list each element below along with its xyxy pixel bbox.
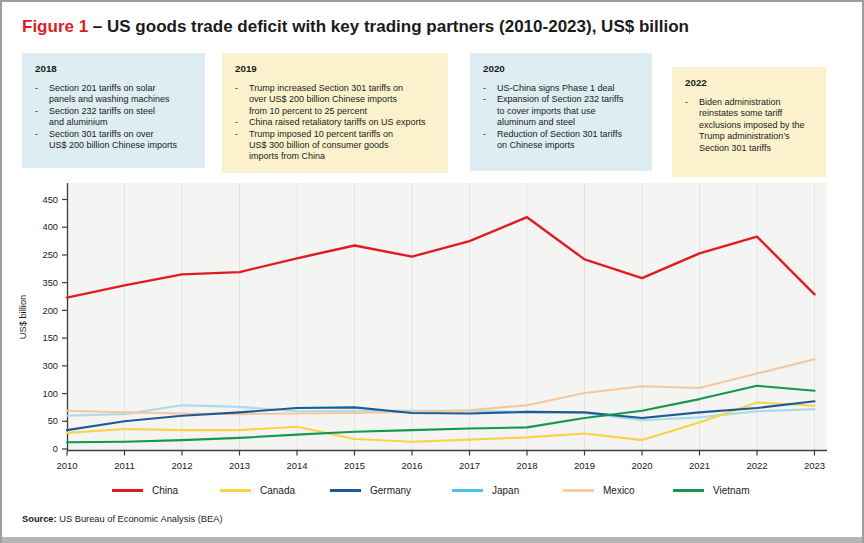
figure-title-text: – US goods trade deficit with key tradin… — [88, 17, 689, 36]
bullet-dash: - — [235, 117, 249, 128]
annotation-box-2022: 2022 -Biden administration reinstates so… — [672, 67, 826, 177]
svg-text:2018: 2018 — [516, 460, 537, 471]
annotation-box-2019: 2019 -Trump increased Section 301 tariff… — [222, 53, 448, 173]
svg-text:2013: 2013 — [229, 460, 250, 471]
bullet-dash: - — [35, 106, 49, 129]
svg-text:2012: 2012 — [171, 460, 192, 471]
bullet-text: Trump increased Section 301 tariffs on o… — [249, 83, 403, 117]
annotation-bullet: -Trump imposed 10 percent tariffs on US$… — [235, 129, 444, 163]
legend-item-canada: Canada — [220, 485, 295, 496]
svg-text:2020: 2020 — [631, 460, 652, 471]
source-label: Source: — [22, 514, 57, 524]
legend-swatch — [673, 489, 704, 492]
bullet-text: Trump imposed 10 percent tariffs on US$ … — [249, 129, 393, 163]
legend-label: Mexico — [603, 485, 635, 496]
annotation-bullets: -Section 201 tariffs on solar panels and… — [35, 83, 201, 151]
svg-text:2010: 2010 — [56, 460, 77, 471]
annotation-bullet: -Biden administration reinstates some ta… — [685, 97, 822, 154]
annotation-box-2018: 2018 -Section 201 tariffs on solar panel… — [22, 53, 205, 168]
svg-text:450: 450 — [42, 195, 58, 205]
svg-text:2021: 2021 — [689, 460, 710, 471]
bullet-text: Expansion of Section 232 tariffs to cove… — [497, 94, 623, 128]
annotation-bullets: -Trump increased Section 301 tariffs on … — [235, 83, 444, 163]
svg-text:2011: 2011 — [114, 460, 134, 471]
legend-label: Vietnam — [713, 485, 750, 496]
annotation-bullet: -Trump increased Section 301 tariffs on … — [235, 83, 444, 117]
figure-title: Figure 1 – US goods trade deficit with k… — [22, 17, 689, 37]
svg-text:250: 250 — [42, 250, 58, 260]
svg-text:US$ billion: US$ billion — [18, 295, 28, 339]
bullet-dash: - — [483, 129, 497, 152]
trade-deficit-line-chart: 450 400 250 350 200 150 300 100 50 0 2010 2011 2012 2… — [2, 183, 864, 481]
bottom-border-strip — [2, 537, 862, 543]
annotation-year: 2019 — [235, 63, 444, 74]
annotation-bullet: -US-China signs Phase 1 deal — [483, 83, 648, 94]
legend-swatch — [330, 489, 361, 492]
svg-text:200: 200 — [42, 306, 58, 316]
bullet-dash: - — [235, 129, 249, 163]
legend-item-vietnam: Vietnam — [673, 485, 750, 496]
svg-text:2016: 2016 — [401, 460, 422, 471]
annotation-bullet: -Expansion of Section 232 tariffs to cov… — [483, 94, 648, 128]
svg-text:50: 50 — [48, 416, 58, 426]
figure-page: Figure 1 – US goods trade deficit with k… — [0, 0, 864, 543]
legend-label: China — [152, 485, 178, 496]
source-note: Source: US Bureau of Economic Analysis (… — [22, 514, 223, 524]
svg-text:0: 0 — [53, 444, 58, 454]
svg-text:2015: 2015 — [344, 460, 365, 471]
annotation-year: 2022 — [685, 77, 822, 88]
bullet-dash: - — [685, 97, 699, 154]
source-text: US Bureau of Economic Analysis (BEA) — [57, 514, 223, 524]
legend-label: Germany — [370, 485, 411, 496]
legend-item-mexico: Mexico — [563, 485, 635, 496]
bullet-dash: - — [235, 83, 249, 117]
bullet-dash: - — [35, 83, 49, 106]
annotation-bullet: -Section 301 tariffs on over US$ 200 bil… — [35, 129, 201, 152]
legend-swatch — [220, 489, 251, 492]
legend-item-germany: Germany — [330, 485, 411, 496]
svg-text:400: 400 — [42, 222, 58, 232]
annotation-bullet: -China raised retaliatory tariffs on US … — [235, 117, 444, 128]
svg-text:2022: 2022 — [746, 460, 767, 471]
svg-text:2023: 2023 — [804, 460, 825, 471]
svg-text:2019: 2019 — [574, 460, 595, 471]
legend-item-japan: Japan — [452, 485, 519, 496]
bullet-text: Reduction of Section 301 tariffs on Chin… — [497, 129, 622, 152]
annotation-year: 2020 — [483, 63, 648, 74]
svg-text:300: 300 — [42, 361, 58, 371]
annotation-bullets: -US-China signs Phase 1 deal-Expansion o… — [483, 83, 648, 151]
bullet-text: Section 201 tariffs on solar panels and … — [49, 83, 170, 106]
annotation-bullet: -Section 201 tariffs on solar panels and… — [35, 83, 201, 106]
bullet-text: US-China signs Phase 1 deal — [497, 83, 615, 94]
legend-swatch — [452, 489, 483, 492]
bullet-text: Section 301 tariffs on over US$ 200 bill… — [49, 129, 177, 152]
bullet-dash: - — [35, 129, 49, 152]
annotation-box-2020: 2020 -US-China signs Phase 1 deal-Expans… — [470, 53, 652, 171]
svg-text:350: 350 — [42, 278, 58, 288]
bullet-text: China raised retaliatory tariffs on US e… — [249, 117, 425, 128]
svg-text:150: 150 — [42, 333, 58, 343]
svg-text:100: 100 — [42, 389, 58, 399]
bullet-dash: - — [483, 94, 497, 128]
bullet-text: Biden administration reinstates some tar… — [699, 97, 805, 154]
bullet-dash: - — [483, 83, 497, 94]
annotation-year: 2018 — [35, 63, 201, 74]
legend-swatch — [112, 489, 143, 492]
bullet-text: Section 232 tariffs on steel and alumini… — [49, 106, 155, 129]
legend-label: Japan — [492, 485, 519, 496]
svg-text:2017: 2017 — [459, 460, 480, 471]
annotation-bullets: -Biden administration reinstates some ta… — [685, 97, 822, 154]
legend-label: Canada — [260, 485, 295, 496]
annotation-bullet: -Section 232 tariffs on steel and alumin… — [35, 106, 201, 129]
chart-legend: China Canada Germany Japan Mexico Vietnam — [2, 485, 862, 499]
legend-swatch — [563, 489, 594, 492]
annotation-bullet: -Reduction of Section 301 tariffs on Chi… — [483, 129, 648, 152]
figure-number: Figure 1 — [22, 17, 88, 36]
svg-text:2014: 2014 — [286, 460, 307, 471]
legend-item-china: China — [112, 485, 178, 496]
